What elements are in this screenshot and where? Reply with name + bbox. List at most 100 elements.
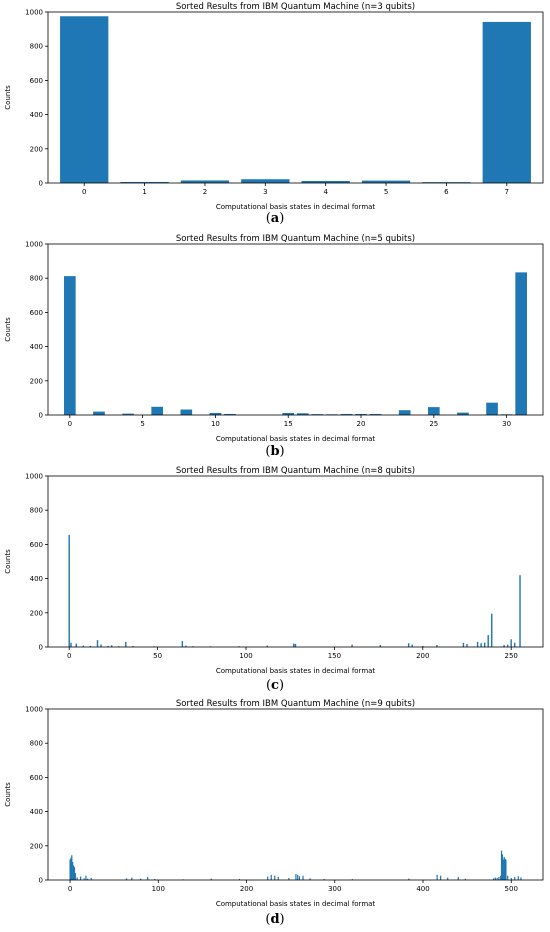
x-tick-label-a-4: 4 — [323, 188, 328, 196]
x-tick-label-a-7: 7 — [505, 188, 509, 196]
x-tick-label-d-300: 300 — [328, 885, 341, 893]
bar-d-80 — [140, 878, 142, 880]
bar-chart-c: Sorted Results from IBM Quantum Machine … — [4, 466, 544, 675]
bar-b-6 — [151, 406, 164, 415]
bar-a-0 — [60, 16, 109, 184]
bar-d-0 — [69, 859, 71, 880]
bar-b-25 — [427, 407, 440, 415]
x-axis-label-c: Computational basis states in decimal fo… — [216, 667, 376, 675]
y-tick-label-c-800: 800 — [30, 507, 43, 515]
bar-b-19 — [340, 413, 353, 415]
bar-d-256 — [295, 874, 297, 880]
chart-panel-b: Sorted Results from IBM Quantum Machine … — [0, 232, 550, 454]
bar-chart-b: Sorted Results from IBM Quantum Machine … — [4, 234, 544, 443]
bar-d-160 — [210, 878, 212, 880]
bar-b-0 — [64, 276, 76, 415]
chart-title-a: Sorted Results from IBM Quantum Machine … — [176, 2, 415, 12]
bar-c-250 — [510, 639, 512, 647]
x-tick-label-b-30: 30 — [502, 420, 511, 428]
bar-c-16 — [96, 640, 99, 647]
x-tick-label-d-100: 100 — [152, 885, 165, 893]
y-axis-label-a: Counts — [4, 85, 12, 110]
bar-c-8 — [82, 645, 85, 647]
y-tick-label-c-0: 0 — [39, 644, 43, 652]
bar-c-128 — [294, 643, 297, 647]
bar-d-511 — [520, 877, 522, 880]
x-tick-label-b-0: 0 — [68, 420, 72, 428]
bar-d-8 — [76, 877, 78, 880]
bar-b-2 — [93, 411, 105, 415]
x-axis-label-d: Computational basis states in decimal fo… — [216, 900, 376, 908]
x-tick-label-c-200: 200 — [416, 652, 429, 660]
bar-c-64 — [181, 641, 184, 647]
bar-d-88 — [147, 876, 149, 880]
bar-c-235 — [483, 642, 486, 647]
bar-c-192 — [407, 643, 410, 647]
bar-d-64 — [125, 878, 128, 880]
x-tick-label-b-15: 15 — [284, 420, 293, 428]
bar-c-32 — [125, 641, 127, 647]
bar-c-239 — [491, 613, 493, 647]
bar-d-264 — [302, 875, 304, 880]
bar-a-2 — [180, 180, 230, 183]
chart-title-d: Sorted Results from IBM Quantum Machine … — [176, 699, 415, 709]
bar-d-484 — [496, 877, 498, 880]
bar-d-258 — [297, 874, 299, 880]
y-tick-label-b-200: 200 — [30, 377, 43, 385]
bar-d-500 — [510, 877, 512, 880]
x-tick-label-d-200: 200 — [240, 885, 253, 893]
bar-a-1 — [120, 181, 169, 183]
axes-frame-d — [47, 708, 544, 881]
bar-d-192 — [238, 878, 241, 880]
bar-b-11 — [224, 413, 236, 415]
bar-b-17 — [311, 414, 324, 415]
y-tick-label-a-400: 400 — [30, 111, 43, 119]
bar-c-208 — [436, 644, 438, 647]
bar-c-24 — [110, 645, 113, 647]
y-tick-label-b-1000: 1000 — [25, 241, 43, 249]
bar-b-21 — [369, 413, 382, 415]
bar-c-194 — [411, 644, 413, 647]
y-tick-label-c-400: 400 — [30, 575, 43, 583]
bar-c-246 — [503, 644, 505, 647]
y-tick-label-a-800: 800 — [30, 43, 43, 51]
bar-d-416 — [436, 874, 438, 880]
bar-b-23 — [398, 410, 411, 415]
bar-d-24 — [90, 877, 92, 880]
bar-d-488 — [500, 875, 502, 880]
bar-c-231 — [476, 641, 479, 647]
x-tick-label-c-0: 0 — [67, 652, 71, 660]
y-tick-label-a-0: 0 — [39, 180, 43, 188]
y-tick-label-d-1000: 1000 — [25, 706, 43, 714]
panel-label-d: (d) — [265, 912, 285, 927]
bar-c-112 — [266, 645, 268, 647]
bar-d-1 — [70, 857, 72, 880]
bar-d-232 — [274, 875, 276, 880]
x-tick-label-b-5: 5 — [140, 420, 144, 428]
y-tick-label-c-200: 200 — [30, 609, 43, 617]
bar-a-5 — [361, 180, 411, 183]
x-tick-label-c-150: 150 — [328, 652, 341, 660]
bar-d-489 — [500, 850, 503, 880]
bar-d-5 — [73, 867, 76, 880]
bar-d-496 — [507, 875, 509, 880]
bar-c-96 — [238, 646, 240, 647]
bar-a-4 — [301, 180, 350, 183]
bar-c-12 — [89, 645, 92, 647]
x-tick-label-d-400: 400 — [416, 885, 429, 893]
y-tick-label-d-0: 0 — [39, 877, 43, 885]
bar-c-200 — [422, 645, 424, 647]
bar-c-0 — [68, 534, 70, 647]
bar-d-493 — [504, 858, 506, 880]
chart-panel-a: Sorted Results from IBM Quantum Machine … — [0, 0, 550, 222]
x-tick-label-c-50: 50 — [153, 652, 162, 660]
x-tick-label-a-2: 2 — [203, 188, 207, 196]
bar-b-20 — [355, 413, 367, 415]
bar-d-2 — [71, 855, 73, 880]
y-tick-label-c-1000: 1000 — [25, 473, 43, 481]
bar-d-504 — [514, 876, 516, 880]
bar-c-223 — [462, 642, 465, 647]
bar-d-494 — [505, 859, 507, 880]
x-tick-label-d-500: 500 — [505, 885, 518, 893]
bar-c-70 — [192, 646, 194, 647]
